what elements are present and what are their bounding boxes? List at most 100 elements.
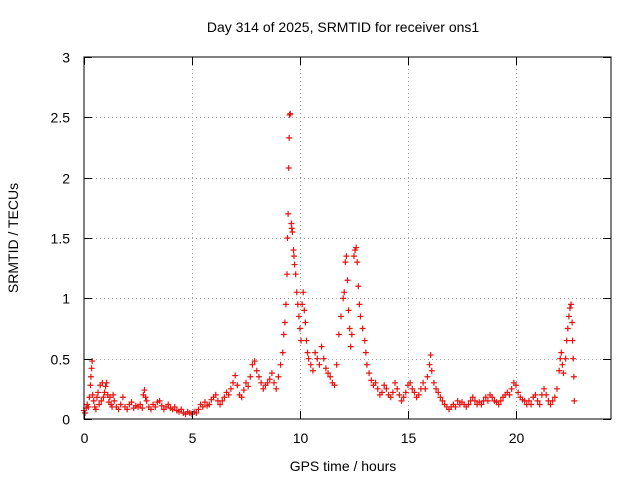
data-point [82,409,89,416]
data-point [536,401,543,408]
data-point [383,385,390,392]
data-point [484,397,491,404]
data-point [158,402,165,409]
data-point [428,367,435,374]
data-point [362,349,369,356]
data-point [325,370,332,377]
data-point [359,325,366,332]
data-point [195,406,202,413]
data-point [566,304,573,311]
data-point [217,401,224,408]
data-point [345,307,352,314]
data-point [289,228,296,235]
data-point [374,385,381,392]
data-point [128,399,135,406]
data-point [342,259,349,266]
data-point [411,389,418,396]
data-point [559,361,566,368]
y-tick-label: 1 [62,291,70,307]
data-point [433,385,440,392]
data-point [547,401,554,408]
data-point [87,373,94,380]
data-point [398,397,405,404]
data-point [301,307,308,314]
data-point [506,391,513,398]
data-point [420,379,427,386]
data-point [564,325,571,332]
data-point [482,394,489,401]
data-point [409,385,416,392]
data-point [292,271,299,278]
data-point [227,385,234,392]
data-point [508,385,515,392]
data-point [286,134,293,141]
data-point [110,391,117,398]
data-point [290,253,297,260]
data-point [238,394,245,401]
data-point [387,394,394,401]
data-point [284,271,291,278]
data-point [363,361,370,368]
data-point [247,373,254,380]
data-point [115,406,122,413]
data-point [570,355,577,362]
data-point [534,397,541,404]
data-point [86,394,93,401]
y-tick-label: 2 [62,171,70,187]
data-point [141,387,148,394]
data-point [454,397,461,404]
data-point [285,210,292,217]
data-point [124,406,131,413]
y-axis-label: SRMTID / TECUs [5,183,21,293]
data-point [271,379,278,386]
data-point [394,385,401,392]
data-point [396,391,403,398]
data-point [407,379,414,386]
data-point [260,385,267,392]
data-point [569,319,576,326]
data-point [295,313,302,320]
data-point [95,389,102,396]
data-point [249,361,256,368]
data-point [532,391,539,398]
data-point [253,367,260,374]
x-tick-label: 5 [189,430,197,446]
data-point [327,373,334,380]
data-point [245,383,252,390]
x-tick-label: 0 [81,430,89,446]
axis-ticks: 0 0.5 1 1.5 2 2.5 3 0 5 10 15 20 [51,50,611,446]
x-tick-label: 20 [509,430,525,446]
data-point [430,379,437,386]
data-point [291,261,298,268]
data-point [415,391,422,398]
data-point [355,283,362,290]
data-point [106,394,113,401]
data-point [88,365,95,372]
data-point [286,111,293,118]
data-point [554,385,561,392]
data-point [282,301,289,308]
data-point [557,355,564,362]
data-point [232,372,239,379]
data-point [338,313,345,320]
data-point [299,301,306,308]
data-point [318,343,325,350]
grid-lines [84,57,611,419]
data-point [372,379,379,386]
data-point [285,165,292,172]
data-point [103,379,110,386]
data-point [389,389,396,396]
data-point [497,397,504,404]
data-point [569,337,576,344]
data-point [549,397,556,404]
data-point [230,379,237,386]
data-point [85,403,92,410]
data-point [562,355,569,362]
data-point [165,401,172,408]
data-point [346,325,353,332]
data-point [142,394,149,401]
data-point [568,301,575,308]
data-point [343,253,350,260]
data-point [314,355,321,362]
data-point [560,370,567,377]
